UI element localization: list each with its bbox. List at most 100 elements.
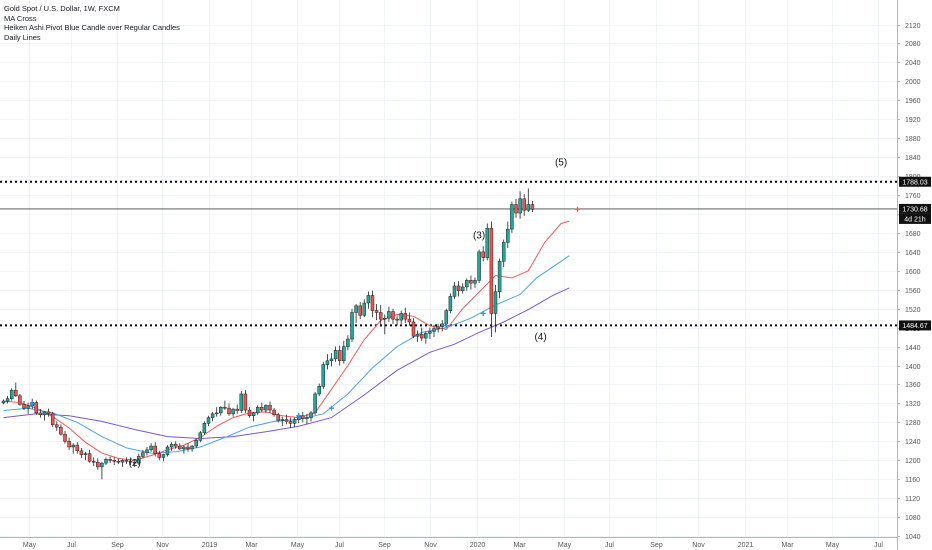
candle[interactable] <box>383 314 387 335</box>
candle[interactable] <box>456 281 461 297</box>
candle[interactable] <box>46 408 51 417</box>
indicator-daily-lines[interactable]: Daily Lines <box>4 32 41 42</box>
candle[interactable] <box>362 299 367 318</box>
candle[interactable] <box>227 403 231 416</box>
wave-label[interactable]: (5) <box>555 158 567 169</box>
candle[interactable] <box>186 443 190 452</box>
candle[interactable] <box>120 459 125 467</box>
candle[interactable] <box>96 458 100 470</box>
candle[interactable] <box>489 221 494 338</box>
candle[interactable] <box>526 188 531 213</box>
wave-label[interactable]: (3) <box>473 231 485 242</box>
candle[interactable] <box>440 320 444 332</box>
candle[interactable] <box>469 275 473 290</box>
candle[interactable] <box>75 442 80 454</box>
candle[interactable] <box>210 411 215 422</box>
candle[interactable] <box>522 194 526 216</box>
candle[interactable] <box>5 395 10 404</box>
candle[interactable] <box>268 401 272 413</box>
candle[interactable] <box>465 278 469 291</box>
candle[interactable] <box>141 449 145 459</box>
candle[interactable] <box>1 399 6 405</box>
candle[interactable] <box>411 318 416 339</box>
candle[interactable] <box>165 445 170 457</box>
candle[interactable] <box>272 408 276 417</box>
candle[interactable] <box>288 417 293 429</box>
candle[interactable] <box>415 330 420 342</box>
candle[interactable] <box>104 457 108 465</box>
candle[interactable] <box>79 447 84 458</box>
candle[interactable] <box>22 401 26 411</box>
candle[interactable] <box>309 410 313 422</box>
candle[interactable] <box>214 407 219 417</box>
candle[interactable] <box>87 449 92 463</box>
wave-label[interactable]: (4) <box>534 332 546 343</box>
candle[interactable] <box>55 421 59 431</box>
candle[interactable] <box>313 392 317 415</box>
candle[interactable] <box>329 353 334 367</box>
candle[interactable] <box>305 413 309 425</box>
candle[interactable] <box>346 335 350 351</box>
candle[interactable] <box>14 382 18 397</box>
candle[interactable] <box>501 239 506 268</box>
candle[interactable] <box>202 421 207 435</box>
candle[interactable] <box>419 327 424 341</box>
candle[interactable] <box>301 411 305 423</box>
candle[interactable] <box>354 303 358 323</box>
candle[interactable] <box>510 201 514 233</box>
candle[interactable] <box>403 307 408 323</box>
candle[interactable] <box>91 457 96 466</box>
candle[interactable] <box>59 424 63 436</box>
candle[interactable] <box>247 407 252 418</box>
candle[interactable] <box>67 437 71 450</box>
indicator-heiken-ashi[interactable]: Heiken Ashi Pivot Blue Candle over Regul… <box>4 23 180 32</box>
candle[interactable] <box>50 411 55 428</box>
candle[interactable] <box>18 393 22 406</box>
candle[interactable] <box>223 400 227 411</box>
candle[interactable] <box>173 441 178 449</box>
candle[interactable] <box>137 453 141 465</box>
candle[interactable] <box>370 290 375 318</box>
candle[interactable] <box>432 324 436 338</box>
candle[interactable] <box>124 457 129 465</box>
candle[interactable] <box>9 388 14 401</box>
candle[interactable] <box>436 323 440 333</box>
candle[interactable] <box>342 340 346 364</box>
candle[interactable] <box>34 400 39 415</box>
candle[interactable] <box>506 221 510 249</box>
candle[interactable] <box>378 304 383 327</box>
candle[interactable] <box>235 404 239 414</box>
candle[interactable] <box>391 308 395 324</box>
candle[interactable] <box>71 443 75 454</box>
candle[interactable] <box>112 457 116 465</box>
candle[interactable] <box>239 391 244 413</box>
candle[interactable] <box>493 285 498 333</box>
candle[interactable] <box>206 415 211 427</box>
candle[interactable] <box>358 302 362 320</box>
indicator-ma-cross[interactable]: MA Cross <box>4 13 37 23</box>
candle[interactable] <box>321 361 326 390</box>
candle[interactable] <box>83 451 88 461</box>
candle[interactable] <box>280 416 285 427</box>
candle[interactable] <box>284 414 289 425</box>
candle[interactable] <box>317 383 321 396</box>
candle[interactable] <box>38 409 43 418</box>
candle[interactable] <box>374 303 379 321</box>
candle[interactable] <box>260 402 264 412</box>
candle[interactable] <box>255 405 260 415</box>
candle[interactable] <box>497 258 502 299</box>
symbol-title[interactable]: Gold Spot / U.S. Dollar, 1W, FXCM <box>4 4 120 13</box>
candle[interactable] <box>264 404 268 413</box>
candle[interactable] <box>42 410 47 421</box>
candle[interactable] <box>243 390 248 413</box>
candle[interactable] <box>231 408 235 417</box>
candle[interactable] <box>190 445 194 452</box>
candle[interactable] <box>63 430 67 444</box>
candle[interactable] <box>387 306 391 322</box>
candle[interactable] <box>337 345 342 366</box>
candle[interactable] <box>128 457 133 465</box>
candle[interactable] <box>428 327 432 340</box>
candle[interactable] <box>350 308 354 342</box>
candle[interactable] <box>194 438 198 448</box>
